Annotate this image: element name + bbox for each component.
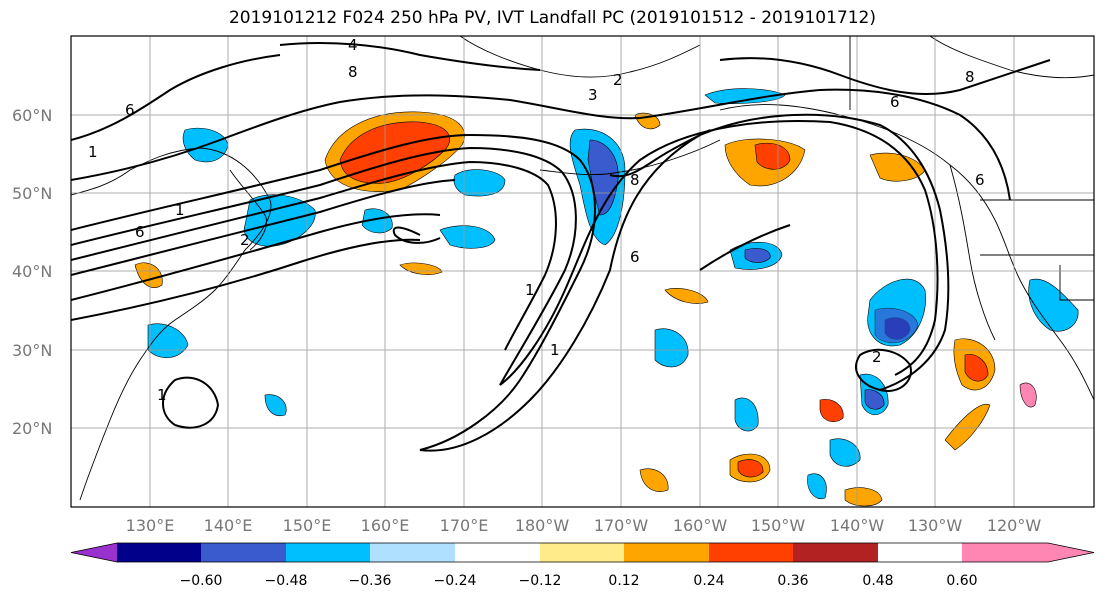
contour-label: 8 <box>630 171 640 189</box>
contour-labels: 4 8 6 1 2 3 6 1 8 6 2 1 2 1 6 8 6 1 <box>88 36 985 404</box>
lon-label: 160°E <box>361 516 410 535</box>
negative-anomaly-region <box>744 248 771 263</box>
negative-anomaly-region <box>243 194 316 247</box>
positive-anomaly-region <box>134 262 163 288</box>
negative-anomaly-region <box>453 169 506 197</box>
contour-label: 1 <box>550 341 560 359</box>
contour-label: 8 <box>965 68 975 86</box>
longitude-labels: 130°E 140°E 150°E 160°E 170°E 180°W 170°… <box>126 516 1042 535</box>
lon-label: 130°W <box>908 516 963 535</box>
contour-label: 1 <box>175 201 185 219</box>
colorbar-extend-min <box>71 543 117 562</box>
colorbar-segment <box>540 543 624 562</box>
negative-anomaly-region <box>734 397 759 432</box>
contour-label: 6 <box>975 171 985 189</box>
negative-anomaly-region <box>807 473 827 500</box>
lon-label: 160°W <box>673 516 728 535</box>
positive-anomaly-region <box>844 487 883 507</box>
lat-label: 60°N <box>12 106 52 125</box>
positive-anomaly-region <box>964 354 989 382</box>
negative-anomaly-region <box>147 323 189 358</box>
colorbar-segment <box>370 543 455 562</box>
lon-label: 170°E <box>440 516 489 535</box>
contour-label: 2 <box>613 71 623 89</box>
lon-label: 120°W <box>987 516 1042 535</box>
colorbar-segment <box>286 543 370 562</box>
colorbar-segment <box>709 543 793 562</box>
contour-label: 6 <box>135 223 145 241</box>
latitude-labels: 60°N 50°N 40°N 30°N 20°N <box>12 106 52 438</box>
colorbar-tick-label: −0.36 <box>349 573 392 589</box>
colorbar-tick-label: 0.24 <box>693 573 724 589</box>
negative-anomaly-region <box>439 225 496 249</box>
colorbar-outline <box>70 542 1095 563</box>
lat-label: 50°N <box>12 184 52 203</box>
colorbar-segment <box>455 543 540 562</box>
negative-anomaly-region <box>264 394 287 416</box>
pv-contours <box>71 42 1051 452</box>
positive-anomaly-region <box>737 459 764 478</box>
colorbar-tick-label: 0.36 <box>777 573 808 589</box>
negative-anomaly-region <box>874 307 919 344</box>
negative-anomaly-region <box>654 328 689 368</box>
positive-anomaly-region <box>664 288 709 304</box>
positive-anomaly-region <box>819 399 844 423</box>
contour-label: 6 <box>630 248 640 266</box>
map-content: 4 8 6 1 2 3 6 1 8 6 2 1 2 1 6 8 6 1 <box>71 36 1094 507</box>
lat-label: 20°N <box>12 419 52 438</box>
colorbar-tick-label: −0.24 <box>434 573 477 589</box>
coastlines <box>71 36 1094 501</box>
contour-label: 8 <box>348 63 358 81</box>
positive-anomaly-region <box>639 468 669 492</box>
lon-label: 140°W <box>830 516 885 535</box>
contour-label: 2 <box>240 231 250 249</box>
chart-title: 2019101212 F024 250 hPa PV, IVT Landfall… <box>228 8 876 28</box>
positive-anomaly-region <box>399 262 443 275</box>
contour-label: 6 <box>890 93 900 111</box>
lon-label: 150°W <box>751 516 806 535</box>
positive-anomaly-region <box>944 403 991 451</box>
colorbar-segment <box>117 543 201 562</box>
negative-anomaly-region <box>1028 278 1079 332</box>
positive-anomaly-region <box>754 142 791 170</box>
lat-label: 40°N <box>12 262 52 281</box>
contour-label: 6 <box>125 101 135 119</box>
negative-anomaly-region <box>864 389 885 410</box>
colorbar-segment <box>793 543 878 562</box>
lon-label: 170°W <box>594 516 649 535</box>
colorbar-tick-label: 0.48 <box>862 573 893 589</box>
colorbar-extend-max <box>1048 543 1094 562</box>
colorbar-tick-label: −0.60 <box>180 573 223 589</box>
colorbar-tick-label: 0.12 <box>608 573 639 589</box>
negative-anomaly-region <box>829 438 861 467</box>
lon-label: 130°E <box>126 516 175 535</box>
contour-label: 2 <box>872 348 882 366</box>
map-border <box>70 35 1095 508</box>
contour-label: 1 <box>525 281 535 299</box>
shading-layer <box>134 88 1079 507</box>
colorbar-tick-labels: −0.60 −0.48 −0.36 −0.24 −0.12 0.12 0.24 … <box>180 573 978 589</box>
colorbar-segment <box>962 543 1048 562</box>
lon-label: 180°W <box>515 516 570 535</box>
colorbar-tick-label: −0.12 <box>519 573 562 589</box>
colorbar <box>70 542 1095 563</box>
lon-label: 140°E <box>204 516 253 535</box>
contour-label: 4 <box>348 36 358 54</box>
colorbar-tick-label: −0.48 <box>265 573 308 589</box>
lon-label: 150°E <box>283 516 332 535</box>
contour-label: 3 <box>588 86 598 104</box>
colorbar-segment <box>201 543 286 562</box>
colorbar-segment <box>624 543 709 562</box>
contour-label: 1 <box>88 143 98 161</box>
lat-label: 30°N <box>12 341 52 360</box>
positive-anomaly-region <box>1019 382 1037 408</box>
colorbar-tick-label: 0.60 <box>946 573 977 589</box>
contour-label: 1 <box>157 386 167 404</box>
